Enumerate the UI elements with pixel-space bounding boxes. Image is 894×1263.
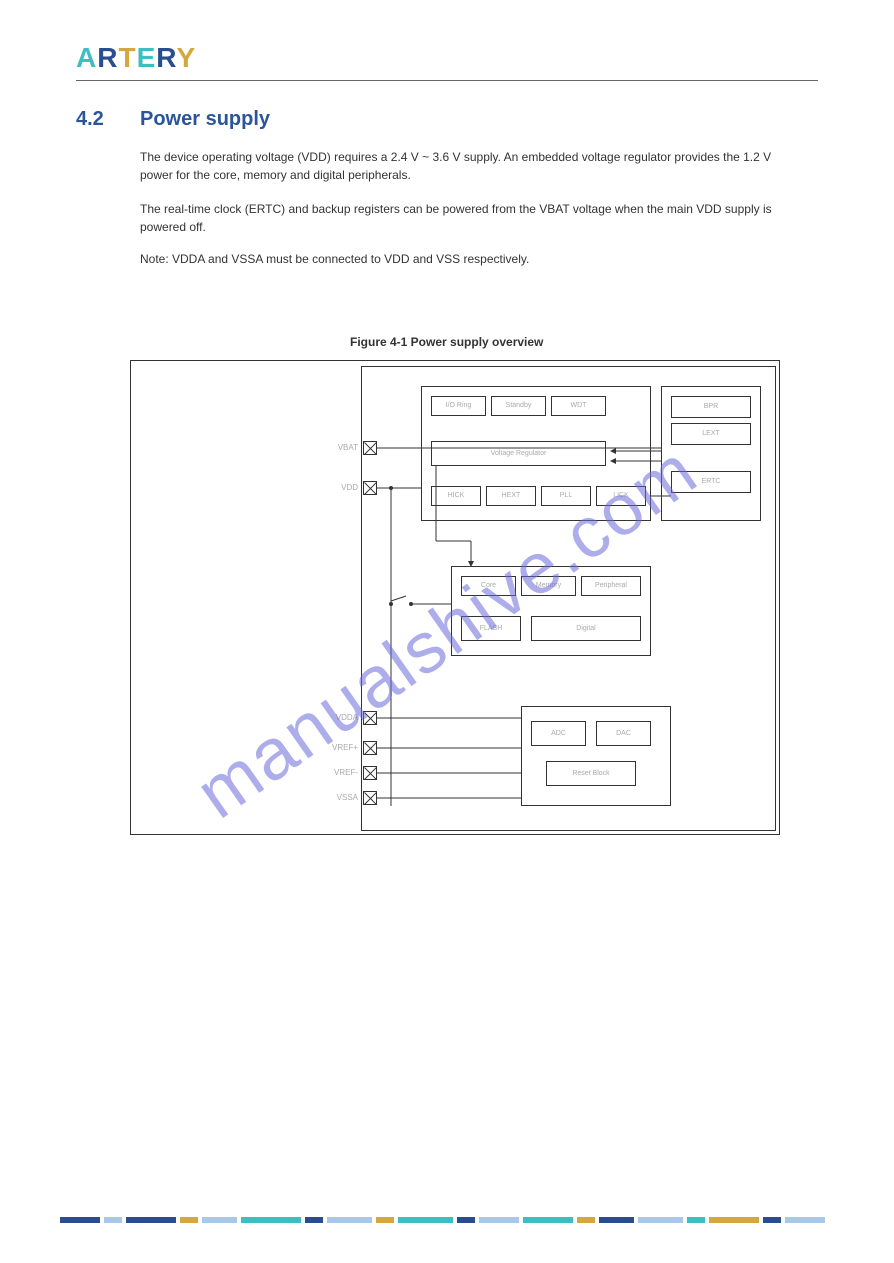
block-i/o-ring: I/O Ring xyxy=(431,396,486,416)
figure-caption: Figure 4-1 Power supply overview xyxy=(350,335,543,349)
block-voltage-regulator: Voltage Regulator xyxy=(431,441,606,466)
pad-vdda xyxy=(363,711,377,725)
footer-segment xyxy=(327,1217,372,1223)
footer-segment xyxy=(180,1217,198,1223)
pad-vbat xyxy=(363,441,377,455)
block-peripheral: Peripheral xyxy=(581,576,641,596)
block-flash: FLASH xyxy=(461,616,521,641)
pad-vref- xyxy=(363,766,377,780)
section-number: 4.2 xyxy=(76,108,104,131)
block-pll: PLL xyxy=(541,486,591,506)
block-hext: HEXT xyxy=(486,486,536,506)
pad-label-vref-: VREF- xyxy=(298,768,358,777)
footer-segment xyxy=(523,1217,573,1223)
pad-label-vssa: VSSA xyxy=(298,793,358,802)
paragraph-2: The real-time clock (ERTC) and backup re… xyxy=(140,200,800,236)
header-rule xyxy=(76,80,818,81)
block-hick: HICK xyxy=(431,486,481,506)
footer-segment xyxy=(126,1217,176,1223)
block-digital: Digital xyxy=(531,616,641,641)
footer-segment xyxy=(638,1217,683,1223)
footer-segment xyxy=(104,1217,122,1223)
pad-label-vref+: VREF+ xyxy=(298,743,358,752)
footer-segment xyxy=(687,1217,705,1223)
footer-segment xyxy=(305,1217,323,1223)
pad-label-vbat: VBAT xyxy=(298,443,358,452)
footer-segment xyxy=(376,1217,394,1223)
paragraph-1: The device operating voltage (VDD) requi… xyxy=(140,148,800,184)
power-diagram: I/O RingStandbyWDT Voltage Regulator HICKH… xyxy=(130,360,780,835)
footer-color-bar xyxy=(60,1217,834,1223)
brand-logo: ARTERY xyxy=(76,42,196,74)
footer-segment xyxy=(457,1217,475,1223)
footer-segment xyxy=(785,1217,825,1223)
footer-segment xyxy=(398,1217,453,1223)
footer-segment xyxy=(763,1217,781,1223)
footer-segment xyxy=(599,1217,634,1223)
paragraph-3: Note: VDDA and VSSA must be connected to… xyxy=(140,250,800,268)
block-adc: ADC xyxy=(531,721,586,746)
footer-segment xyxy=(241,1217,301,1223)
block-core: Core xyxy=(461,576,516,596)
block-dac: DAC xyxy=(596,721,651,746)
pad-vdd xyxy=(363,481,377,495)
block-standby: Standby xyxy=(491,396,546,416)
footer-segment xyxy=(202,1217,237,1223)
block-ertc: ERTC xyxy=(671,471,751,493)
pad-vssa xyxy=(363,791,377,805)
block-lick: LICK xyxy=(596,486,646,506)
pad-label-vdda: VDDA xyxy=(298,713,358,722)
block-lext: LEXT xyxy=(671,423,751,445)
footer-segment xyxy=(60,1217,100,1223)
page: ARTERY 4.2 Power supply The device opera… xyxy=(0,0,894,1263)
section-title: Power supply xyxy=(140,108,270,131)
block-memory: Memory xyxy=(521,576,576,596)
block-reset-block: Reset Block xyxy=(546,761,636,786)
block-wdt: WDT xyxy=(551,396,606,416)
footer-segment xyxy=(577,1217,595,1223)
footer-segment xyxy=(709,1217,759,1223)
pad-label-vdd: VDD xyxy=(298,483,358,492)
pad-vref+ xyxy=(363,741,377,755)
footer-segment xyxy=(479,1217,519,1223)
block-bpr: BPR xyxy=(671,396,751,418)
